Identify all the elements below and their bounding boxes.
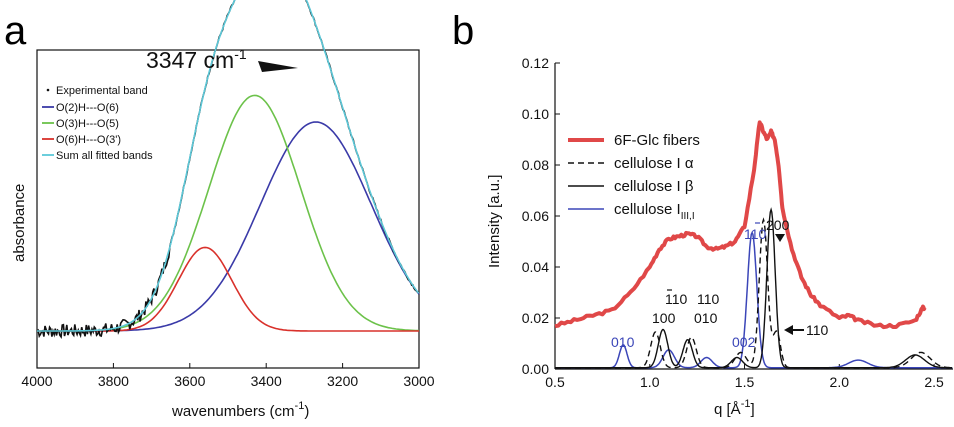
panel-b-xtick-label: 1.5 — [735, 374, 755, 390]
legend-iii-label: cellulose IIII,I — [614, 201, 695, 222]
panel-a-component-curve — [37, 94, 419, 332]
ann-010-black: 010 — [694, 310, 718, 326]
ann-100: 100 — [652, 310, 676, 326]
panel-a-xlabel: wavenumbers (cm-1) — [171, 400, 309, 420]
panel-b-legend: 6F-Glc fibers cellulose I α cellulose I … — [568, 132, 700, 222]
panel-b-xtick-label: 1.0 — [640, 374, 660, 390]
panel-b-ticks: 0.5 1.0 1.5 2.0 2.5 0.00 0.02 0.04 0.06 0.08 0.10 0… — [522, 55, 944, 390]
panel-a-sum-curve — [37, 0, 420, 332]
panel-b-ytick-label: 0.08 — [522, 157, 549, 173]
peak-arrow — [258, 61, 298, 72]
panel-b-xtick-label: 2.0 — [830, 374, 850, 390]
panel-a-component-curve — [37, 246, 419, 332]
panel-b-ytick-label: 0.04 — [522, 259, 549, 275]
panel-a-ylabel: absorbance — [11, 184, 28, 262]
panel-b-cellulose-ibeta-curve — [555, 207, 953, 369]
panel-a-xtick-label: 3800 — [98, 373, 129, 389]
legend-exp-label: Experimental band — [56, 85, 148, 97]
panel-a-xtick-label: 3000 — [403, 373, 434, 389]
panel-b-ytick-label: 0.02 — [522, 310, 549, 326]
panel-b-xtick-label: 0.5 — [545, 374, 565, 390]
panel-b-annotations: 010 100 110 110 010 002 110 200 110 — [611, 217, 829, 350]
ann-200-arrow — [775, 234, 785, 242]
panel-b-xtick-label: 2.5 — [924, 374, 944, 390]
panel-a-frame — [36, 49, 420, 369]
panel-b-chart: 0.5 1.0 1.5 2.0 2.5 0.00 0.02 0.04 0.06 0.08 0.10 0… — [486, 55, 953, 418]
legend-fibers-label: 6F-Glc fibers — [614, 132, 700, 149]
legend-exp-marker — [46, 88, 50, 92]
panel-a-xtick-label: 3200 — [327, 373, 358, 389]
panel-b-xlabel: q [Å-1] — [714, 398, 755, 418]
ann-110-black: 110 — [697, 291, 720, 307]
panel-b-ytick-label: 0.12 — [522, 55, 549, 71]
ann-110-bar-black: 110 — [665, 291, 688, 307]
ann-110-bar-blue: 110 — [744, 226, 767, 242]
panel-a-x-ticks: 4000 3800 3600 3400 3200 3000 — [21, 363, 435, 389]
panel-a-legend: Experimental band O(2)H---O(6) O(3)H---O… — [42, 85, 153, 162]
panel-b-letter: b — [452, 9, 474, 53]
legend-o3h-label: O(3)H---O(5) — [56, 118, 119, 130]
legend-ialpha-label: cellulose I α — [614, 155, 694, 172]
panel-b-ytick-label: 0.10 — [522, 106, 549, 122]
panel-a-xtick-label: 4000 — [21, 373, 52, 389]
panel-a-chart: 4000 3800 3600 3400 3200 3000 3347 cm-1 Exper… — [11, 0, 435, 420]
ann-110-arrow-head — [784, 325, 793, 335]
panel-b-ytick-label: 0.00 — [522, 361, 549, 377]
ann-010-blue: 010 — [611, 334, 635, 350]
panel-b-ytick-label: 0.06 — [522, 208, 549, 224]
panel-a-curves — [36, 0, 420, 340]
panel-b-ylabel: Intensity [a.u.] — [486, 175, 503, 268]
ann-110-arrow-label: 110 — [806, 322, 829, 338]
legend-o6h-label: O(6)H---O(3') — [56, 134, 121, 146]
ann-002-blue: 002 — [732, 334, 756, 350]
legend-o2h-label: O(2)H---O(6) — [56, 102, 119, 114]
legend-ibeta-label: cellulose I β — [614, 178, 694, 195]
panel-a-letter: a — [4, 9, 27, 53]
peak-annotation: 3347 cm-1 — [146, 46, 247, 73]
panel-b-fibers-curve — [554, 120, 927, 330]
ann-200: 200 — [766, 217, 790, 233]
panel-a-xtick-label: 3400 — [251, 373, 282, 389]
legend-sum-label: Sum all fitted bands — [56, 150, 153, 162]
panel-a-xtick-label: 3600 — [174, 373, 205, 389]
panel-b-curves — [554, 120, 953, 369]
